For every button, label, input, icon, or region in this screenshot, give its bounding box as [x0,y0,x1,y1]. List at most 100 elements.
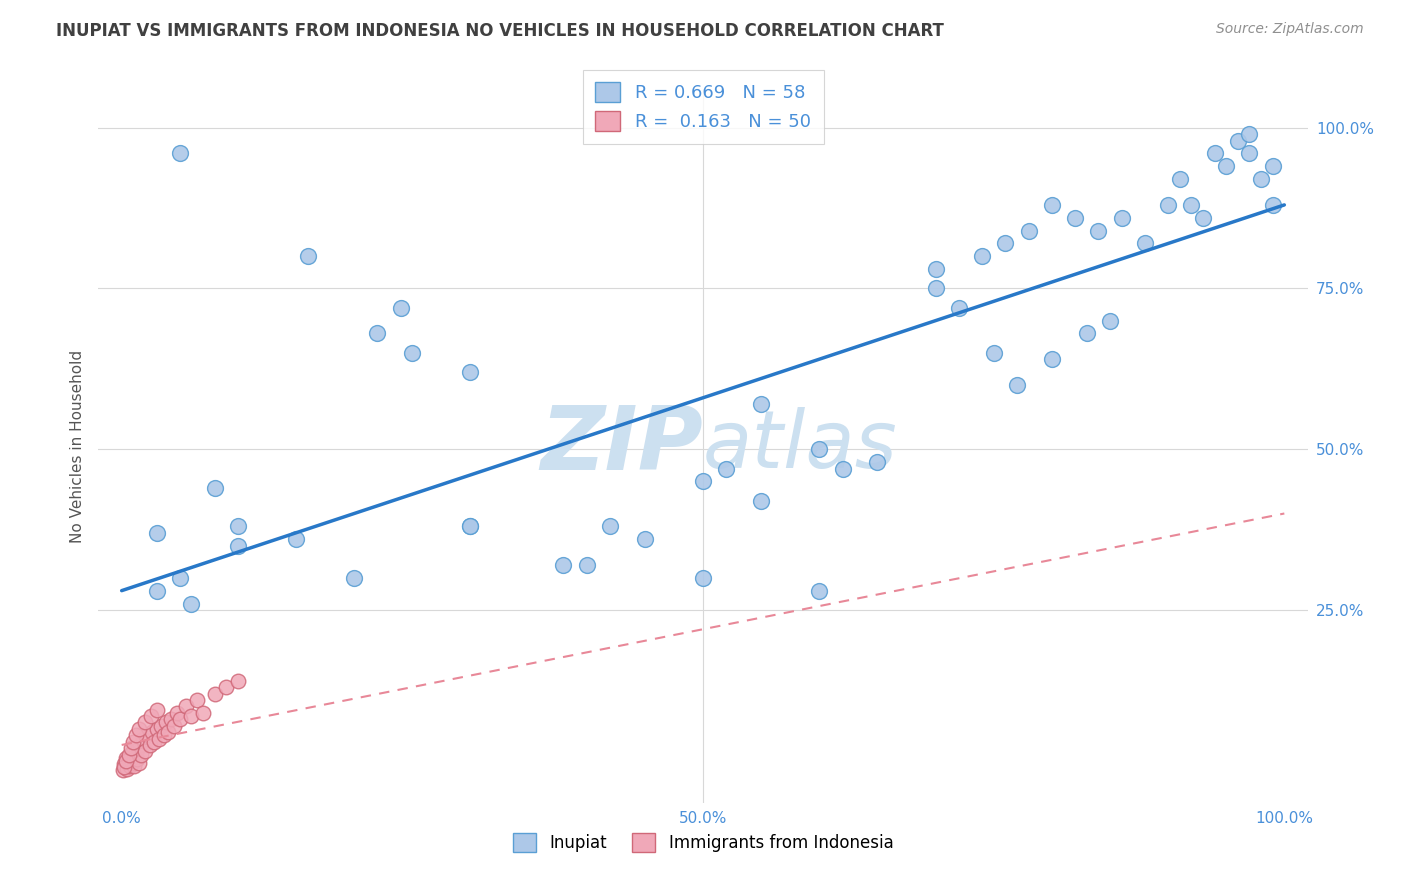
Point [831,461,853,475]
Text: INUPIAT VS IMMIGRANTS FROM INDONESIA NO VEHICLES IN HOUSEHOLD CORRELATION CHART: INUPIAT VS IMMIGRANTS FROM INDONESIA NO … [56,22,943,40]
Point [1168,172,1191,186]
Point [114,760,136,774]
Point [186,693,208,707]
Text: atlas: atlas [703,407,898,485]
Point [970,249,993,263]
Point [297,249,319,263]
Point [112,757,135,772]
Point [145,702,167,716]
Point [169,571,191,585]
Point [122,735,145,749]
Point [174,699,197,714]
Point [1133,236,1156,251]
Point [1192,211,1215,225]
Point [460,519,482,533]
Point [460,365,482,379]
Point [141,725,163,739]
Point [366,326,388,341]
Point [148,731,170,746]
Point [117,762,139,776]
Point [145,525,167,540]
Legend: Inupiat, Immigrants from Indonesia: Inupiat, Immigrants from Indonesia [506,827,900,859]
Point [180,709,202,723]
Point [191,706,214,720]
Point [128,756,150,770]
Point [1261,198,1284,212]
Point [120,747,142,762]
Point [343,571,366,585]
Point [159,712,181,726]
Point [553,558,575,572]
Point [692,475,714,489]
Point [180,597,202,611]
Point [166,706,188,720]
Point [716,461,738,475]
Point [1180,198,1202,212]
Point [124,728,146,742]
Point [145,722,167,736]
Point [1111,211,1133,225]
Point [129,738,152,752]
Point [1098,313,1121,327]
Point [111,763,134,777]
Point [118,754,141,768]
Point [115,751,138,765]
Point [285,533,308,547]
Point [983,345,1005,359]
Point [460,519,482,533]
Point [204,481,226,495]
Point [131,747,153,762]
Point [139,709,162,723]
Point [1226,134,1249,148]
Point [1064,211,1087,225]
Point [1215,159,1237,173]
Point [204,686,226,700]
Point [749,493,772,508]
Point [924,262,946,277]
Point [808,442,831,457]
Point [122,744,145,758]
Point [134,715,156,730]
Point [115,754,138,768]
Point [994,236,1017,251]
Point [1005,378,1028,392]
Point [1239,146,1261,161]
Point [692,571,714,585]
Text: Source: ZipAtlas.com: Source: ZipAtlas.com [1216,22,1364,37]
Point [1087,224,1109,238]
Point [155,715,177,730]
Point [169,146,191,161]
Point [134,744,156,758]
Point [401,345,423,359]
Point [1157,198,1180,212]
Point [1250,172,1272,186]
Point [1261,159,1284,173]
Point [866,455,889,469]
Y-axis label: No Vehicles in Household: No Vehicles in Household [69,350,84,542]
Point [163,719,186,733]
Point [112,760,135,774]
Point [1076,326,1098,341]
Point [226,539,249,553]
Point [128,722,150,736]
Point [226,519,249,533]
Point [226,673,249,688]
Point [1018,224,1040,238]
Point [121,756,143,770]
Text: ZIP: ZIP [540,402,703,490]
Point [136,728,159,742]
Point [808,583,831,598]
Point [124,759,146,773]
Point [124,749,146,764]
Point [169,712,191,726]
Point [152,728,174,742]
Point [131,731,153,746]
Point [1239,127,1261,141]
Point [948,301,970,315]
Point [1040,352,1063,367]
Point [215,680,238,694]
Point [118,758,141,772]
Point [145,583,167,598]
Point [127,741,149,756]
Point [1040,198,1063,212]
